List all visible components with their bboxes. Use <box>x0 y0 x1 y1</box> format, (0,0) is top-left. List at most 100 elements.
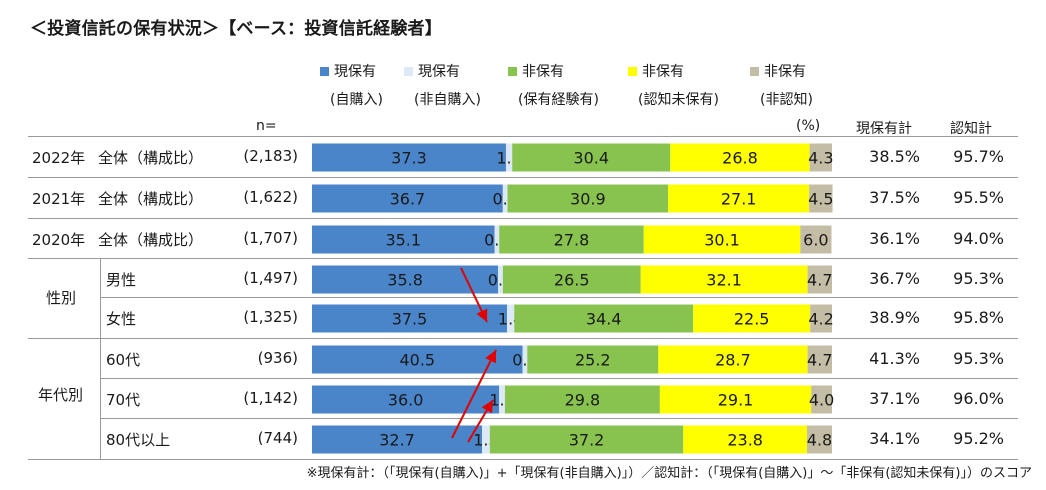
grid-line <box>100 378 1018 379</box>
current-holding-total: 36.1% <box>869 229 920 248</box>
bar-segment <box>312 184 503 213</box>
data-label: 37.5 <box>392 310 428 329</box>
grid-line <box>28 258 1018 259</box>
grid-line <box>100 258 101 338</box>
bar-segment <box>640 265 808 294</box>
legend-swatch <box>508 67 517 76</box>
data-label: 4.7 <box>807 351 832 370</box>
legend-sublabel: (認知未保有) <box>638 92 719 108</box>
legend-swatch <box>320 67 329 76</box>
bar-segment <box>312 225 495 254</box>
legend-sublabel: (非自購入) <box>414 92 481 108</box>
row-label: 70代 <box>106 391 141 409</box>
data-label: 23.8 <box>727 431 763 450</box>
bar-segment <box>312 425 483 454</box>
current-holding-total: 37.5% <box>869 188 920 207</box>
grid-line <box>28 177 1018 178</box>
awareness-total: 94.0% <box>953 229 1004 248</box>
row-label: 80代以上 <box>106 431 171 449</box>
bar-segment <box>512 143 671 172</box>
data-label: 25.2 <box>575 351 611 370</box>
bar-segment <box>807 425 832 454</box>
bar-segment <box>504 385 660 414</box>
grid-line <box>100 338 101 459</box>
bar-segment <box>809 143 832 172</box>
data-label: 32.7 <box>379 431 415 450</box>
data-label: 22.5 <box>734 310 770 329</box>
bar-segment <box>810 304 832 333</box>
grid-line <box>28 218 1018 219</box>
header-awareness-total: 認知計 <box>950 121 992 137</box>
row-n: (1,325) <box>243 308 298 326</box>
awareness-total: 95.5% <box>953 188 1004 207</box>
current-holding-total: 38.9% <box>869 308 920 327</box>
data-label: 29.1 <box>718 391 754 410</box>
data-label: 30.4 <box>573 149 609 168</box>
awareness-total: 95.3% <box>953 269 1004 288</box>
data-label: 4.8 <box>807 431 832 450</box>
row-n: (744) <box>257 429 298 447</box>
row-label: 女性 <box>106 310 137 328</box>
unit-label: (%) <box>796 118 821 134</box>
footnote: ※現保有計：（「現保有(自購入)」+「現保有(非自購入)」）／認知計：（「現保有… <box>306 466 1032 481</box>
bar-segment <box>658 345 808 374</box>
legend-swatch <box>404 67 413 76</box>
data-label: 4.3 <box>808 149 833 168</box>
n-header: n= <box>256 118 277 134</box>
legend-label: 現保有 <box>418 64 460 80</box>
row-year: 2020年 <box>32 231 86 249</box>
current-holding-total: 34.1% <box>869 429 920 448</box>
row-n: (1,497) <box>243 269 298 287</box>
legend-sublabel: (保有経験有) <box>518 92 599 108</box>
bar-segment <box>643 225 801 254</box>
bar-segment <box>505 143 513 172</box>
legend-label: 非保有 <box>642 64 684 80</box>
bar-segment <box>312 385 500 414</box>
data-label: 35.1 <box>385 231 421 250</box>
data-label: 4.7 <box>807 271 832 290</box>
bar-segment <box>312 143 506 172</box>
bar-segment <box>494 225 500 254</box>
data-label: 6.0 <box>803 231 828 250</box>
bar-segment <box>489 425 684 454</box>
legend-label: 非保有 <box>522 64 564 80</box>
legend-sublabel: (非認知) <box>760 92 813 108</box>
bar-segment <box>670 143 810 172</box>
bar-segment <box>498 265 503 294</box>
data-label: 26.8 <box>722 149 758 168</box>
grid-line <box>100 297 1018 298</box>
awareness-total: 95.3% <box>953 349 1004 368</box>
data-label: 37.2 <box>569 431 605 450</box>
data-label: 4.5 <box>808 190 833 209</box>
data-label: 4.2 <box>808 310 833 329</box>
bar-segment <box>807 345 832 374</box>
data-label: 32.1 <box>706 271 742 290</box>
data-label: 36.7 <box>390 190 426 209</box>
group-label-gender: 性別 <box>46 289 77 307</box>
awareness-total: 95.2% <box>953 429 1004 448</box>
annotation-arrow <box>467 399 494 443</box>
bar-segment <box>659 385 812 414</box>
data-label: 36.0 <box>388 391 424 410</box>
data-label: 35.8 <box>387 271 423 290</box>
bar-segment <box>312 304 507 333</box>
bar-segment <box>800 225 832 254</box>
data-label: 4.0 <box>809 391 834 410</box>
bar-segment <box>482 425 490 454</box>
row-label: 全体（構成比） <box>98 231 204 249</box>
bar-segment <box>502 265 641 294</box>
grid-line <box>28 459 1018 460</box>
chart-title: ＜投資信託の保有状況＞【ベース：投資信託経験者】 <box>30 19 442 39</box>
bar-segment <box>502 184 508 213</box>
bar-segment <box>807 265 832 294</box>
row-label: 全体（構成比） <box>98 190 204 208</box>
row-label: 全体（構成比） <box>98 149 204 167</box>
data-label: 40.5 <box>399 351 435 370</box>
bar-segment <box>514 304 694 333</box>
annotation-arrow <box>451 349 497 439</box>
awareness-total: 95.8% <box>953 308 1004 327</box>
data-label: 34.4 <box>586 310 622 329</box>
row-n: (1,142) <box>243 389 298 407</box>
row-n: (2,183) <box>243 147 298 165</box>
row-year: 2022年 <box>32 149 86 167</box>
